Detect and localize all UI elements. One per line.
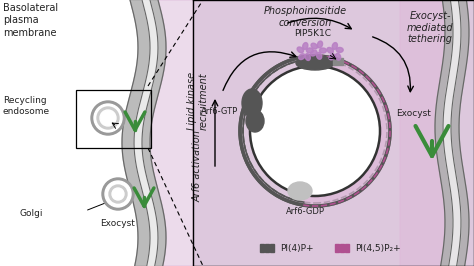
Ellipse shape [319, 48, 327, 53]
Ellipse shape [336, 53, 341, 60]
Bar [335, 244, 339, 252]
Circle shape [102, 178, 134, 210]
Bar [270, 244, 274, 252]
Ellipse shape [332, 43, 337, 49]
Text: Golgi: Golgi [20, 210, 44, 218]
Text: Arf6-GTP: Arf6-GTP [201, 106, 238, 115]
Text: Exocyst: Exocyst [100, 219, 135, 228]
Bar [0, 0, 193, 266]
Ellipse shape [242, 89, 262, 117]
Text: PIP5K1C: PIP5K1C [294, 29, 331, 38]
Text: Lipid kinase
recruitment: Lipid kinase recruitment [187, 72, 209, 130]
Text: Phosphoinositide
conversion: Phosphoinositide conversion [264, 6, 346, 28]
Circle shape [100, 110, 116, 126]
Ellipse shape [246, 110, 264, 132]
Circle shape [91, 101, 125, 135]
Ellipse shape [310, 50, 317, 56]
Bar [340, 244, 344, 252]
Text: Arf6 activation: Arf6 activation [193, 130, 203, 202]
Bar [260, 244, 264, 252]
Bar [345, 244, 349, 252]
Circle shape [94, 104, 122, 132]
Ellipse shape [296, 56, 334, 70]
Bar [193, 0, 474, 266]
Text: Arf6-GDP: Arf6-GDP [285, 207, 325, 216]
Ellipse shape [297, 47, 303, 53]
Ellipse shape [317, 41, 323, 48]
Text: Recycling
endosome: Recycling endosome [3, 96, 50, 116]
Ellipse shape [336, 47, 343, 52]
Circle shape [112, 188, 124, 200]
Text: PI(4,5)P₂+: PI(4,5)P₂+ [355, 243, 401, 252]
Text: Exocyst-
mediated
tethering: Exocyst- mediated tethering [407, 11, 453, 44]
Ellipse shape [317, 52, 322, 59]
Text: Exocyst: Exocyst [397, 109, 431, 118]
Text: PI(4)P+: PI(4)P+ [280, 243, 313, 252]
Bar [265, 244, 269, 252]
Circle shape [109, 185, 127, 203]
Circle shape [250, 66, 380, 196]
Ellipse shape [299, 54, 305, 60]
Ellipse shape [303, 43, 308, 49]
Circle shape [97, 107, 119, 129]
Bar [333, 58, 343, 65]
Ellipse shape [311, 43, 318, 49]
Text: Basolateral
plasma
membrane: Basolateral plasma membrane [3, 3, 58, 38]
Ellipse shape [288, 182, 312, 200]
Ellipse shape [327, 47, 333, 53]
Bar [76, 90, 151, 148]
Polygon shape [303, 55, 391, 207]
Circle shape [105, 181, 131, 207]
Ellipse shape [305, 54, 310, 60]
Ellipse shape [306, 48, 313, 53]
Ellipse shape [329, 54, 336, 60]
